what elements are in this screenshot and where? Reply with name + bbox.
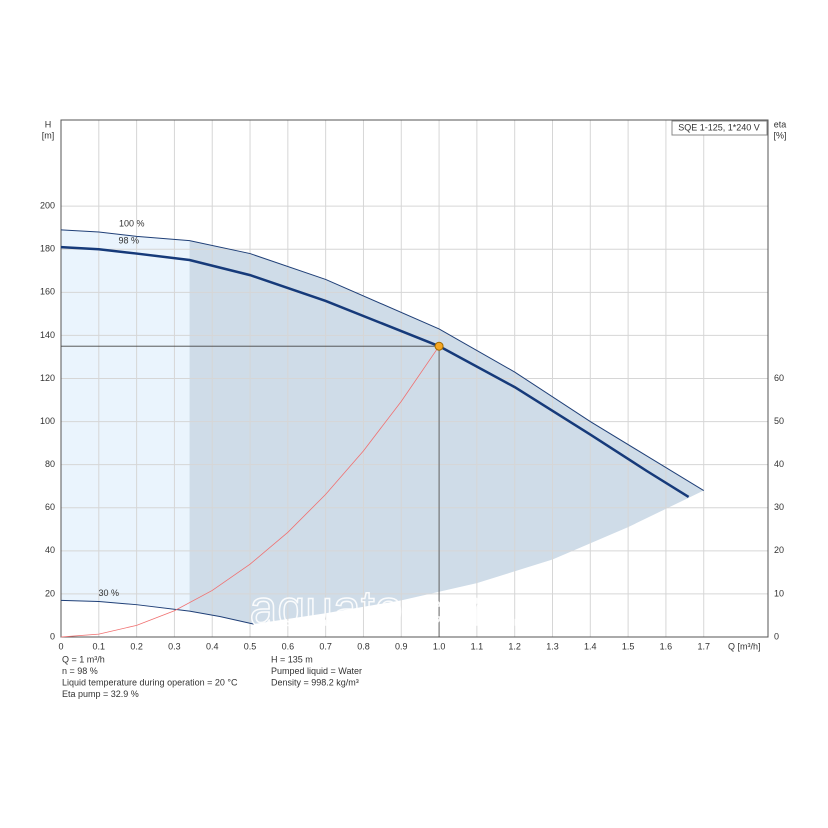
y2-tick-label: 20	[774, 545, 784, 555]
x-tick-label: 0.4	[206, 641, 219, 651]
y2-tick-label: 30	[774, 502, 784, 512]
y-tick-label: 160	[40, 287, 55, 297]
x-tick-label: 0.1	[93, 641, 106, 651]
y2-tick-label: 60	[774, 373, 784, 383]
y-tick-label: 40	[45, 545, 55, 555]
x-tick-label: 1.4	[584, 641, 597, 651]
info-text: Pumped liquid = Water	[271, 666, 362, 676]
curve-label: 30 %	[99, 588, 120, 598]
curve	[60, 599, 254, 625]
y-tick-label: 140	[40, 330, 55, 340]
y-tick-label: 200	[40, 201, 55, 211]
curve	[60, 345, 440, 638]
x-tick-label: 0	[58, 641, 63, 651]
y2-tick-label: 0	[774, 631, 779, 641]
y-axis-label: [m]	[42, 130, 55, 140]
x-tick-label: 0.9	[395, 641, 408, 651]
x-tick-label: 1.0	[433, 641, 446, 651]
y-tick-label: 20	[45, 588, 55, 598]
operating-region	[189, 240, 704, 625]
y2-axis-label: [%]	[773, 130, 786, 140]
y-tick-label: 60	[45, 502, 55, 512]
x-tick-label: 0.2	[130, 641, 143, 651]
x-tick-label: 1.2	[508, 641, 521, 651]
curve-label: 100 %	[119, 218, 145, 228]
x-tick-label: 1.6	[660, 641, 673, 651]
x-tick-label: 1.7	[697, 641, 710, 651]
x-tick-label: 0.6	[282, 641, 295, 651]
y2-axis-label: eta	[774, 119, 787, 129]
y-tick-label: 120	[40, 373, 55, 383]
x-tick-label: 0.7	[319, 641, 332, 651]
x-tick-label: 0.3	[168, 641, 181, 651]
curve-label: 98 %	[119, 236, 140, 246]
info-text: Density = 998.2 kg/m³	[271, 677, 359, 687]
plot-frame	[60, 119, 769, 638]
x-tick-label: 0.5	[244, 641, 257, 651]
y2-tick-label: 50	[774, 416, 784, 426]
chart-title: SQE 1-125, 1*240 V	[678, 122, 760, 132]
y-tick-label: 100	[40, 416, 55, 426]
watermark: aquato.com.ua	[250, 580, 581, 636]
x-tick-label: 1.1	[471, 641, 484, 651]
curve	[60, 229, 704, 491]
x-tick-label: 1.5	[622, 641, 635, 651]
y-tick-label: 80	[45, 459, 55, 469]
y2-tick-label: 40	[774, 459, 784, 469]
y-tick-label: 180	[40, 244, 55, 254]
operating-point	[434, 341, 444, 351]
title-box	[671, 120, 768, 136]
y-tick-label: 0	[50, 631, 55, 641]
y-axis-label: H	[45, 119, 52, 129]
light-region	[61, 229, 190, 612]
info-text: Q = 1 m³/h	[62, 654, 105, 664]
info-text: Eta pump = 32.9 %	[62, 689, 139, 699]
curve	[60, 245, 690, 499]
info-text: n = 98 %	[62, 666, 98, 676]
y2-tick-label: 10	[774, 588, 784, 598]
x-tick-label: 1.3	[546, 641, 559, 651]
x-tick-label: 0.8	[357, 641, 370, 651]
info-text: H = 135 m	[271, 654, 313, 664]
info-text: Liquid temperature during operation = 20…	[62, 677, 238, 687]
x-axis-label: Q [m³/h]	[728, 641, 761, 651]
